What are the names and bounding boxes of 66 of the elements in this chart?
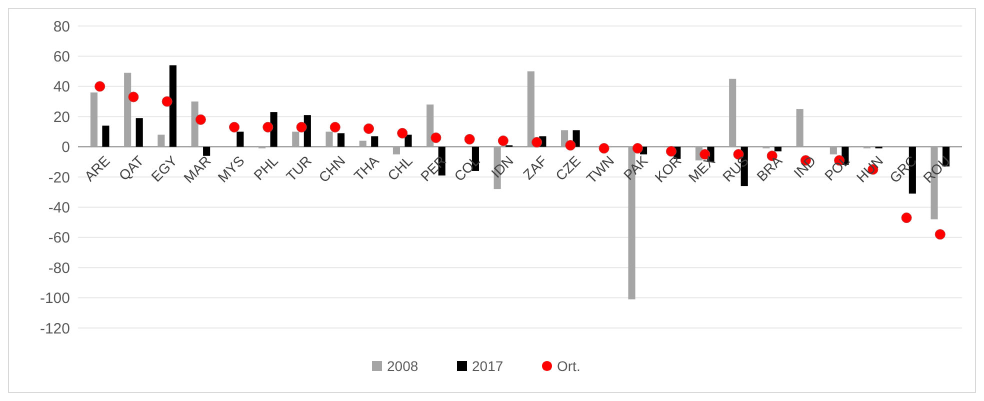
y-tick-label: 40	[53, 78, 70, 96]
point	[532, 136, 542, 148]
point	[464, 134, 475, 145]
point	[430, 132, 442, 144]
point	[330, 122, 340, 132]
bar	[774, 146, 782, 152]
point	[901, 212, 912, 224]
bar	[158, 134, 165, 147]
point	[262, 122, 274, 132]
bar	[292, 132, 300, 147]
point	[498, 135, 508, 146]
bar	[426, 104, 434, 147]
bar	[796, 109, 804, 147]
bar	[203, 146, 210, 156]
point	[632, 143, 643, 154]
y-tick-label: 60	[53, 48, 70, 66]
bar	[359, 140, 366, 147]
bar	[729, 78, 736, 147]
bar	[90, 92, 98, 147]
point	[296, 122, 307, 132]
bar	[124, 72, 132, 147]
bar	[169, 65, 176, 147]
x-tick-label: PHL	[250, 152, 282, 184]
point	[598, 143, 610, 154]
point	[666, 146, 677, 157]
x-tick-label: IDN	[488, 152, 516, 181]
bar	[527, 71, 534, 147]
bar	[191, 102, 198, 147]
bar	[404, 134, 412, 147]
bar	[326, 132, 333, 147]
x-tick-label: TUR	[282, 152, 315, 184]
y-tick-label: -60	[48, 230, 70, 247]
x-tick-label: IND	[790, 152, 819, 181]
y-tick-label: 80	[53, 18, 70, 36]
y-tick-label: -40	[48, 199, 70, 216]
point	[565, 140, 576, 151]
y-tick-label: 20	[53, 108, 70, 126]
legend-label: Ort.	[557, 358, 580, 374]
y-tick-label: -120	[40, 320, 70, 338]
bar	[337, 133, 345, 147]
point	[162, 96, 172, 107]
y-tick-label: -100	[40, 290, 70, 308]
bar	[392, 146, 400, 154]
point	[195, 114, 206, 125]
y-tick-label: -80	[48, 260, 70, 277]
point	[229, 122, 240, 132]
bar	[371, 136, 378, 147]
point	[363, 123, 374, 134]
legend-label: 2017	[472, 358, 504, 374]
bar	[270, 112, 278, 147]
point	[397, 128, 408, 138]
point	[128, 92, 139, 102]
point	[934, 229, 946, 240]
y-tick-label: -20	[48, 169, 70, 186]
x-tick-label: CHL	[384, 152, 416, 184]
point	[94, 81, 106, 92]
bar	[136, 118, 143, 147]
x-tick-label: COL	[450, 152, 483, 184]
y-tick-label: 0	[62, 139, 70, 156]
bar	[304, 115, 311, 147]
x-tick-label: POL	[821, 152, 853, 184]
x-tick-label: THA	[350, 152, 382, 184]
bar	[102, 126, 110, 147]
legend-label: 2008	[387, 358, 418, 374]
bar	[236, 132, 244, 147]
bar	[830, 146, 837, 154]
